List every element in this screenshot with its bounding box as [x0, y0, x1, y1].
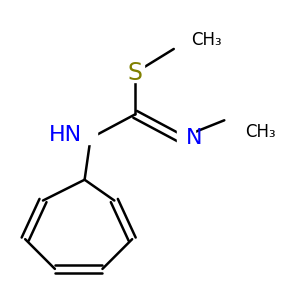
- Bar: [177, 129, 195, 147]
- Text: CH₃: CH₃: [192, 31, 222, 49]
- Bar: [126, 64, 144, 82]
- Text: HN: HN: [49, 125, 82, 145]
- Text: CH₃: CH₃: [245, 123, 276, 141]
- Text: N: N: [186, 128, 202, 148]
- Bar: [67, 126, 97, 144]
- Bar: [177, 33, 206, 47]
- Text: S: S: [128, 61, 142, 85]
- Bar: [230, 125, 260, 140]
